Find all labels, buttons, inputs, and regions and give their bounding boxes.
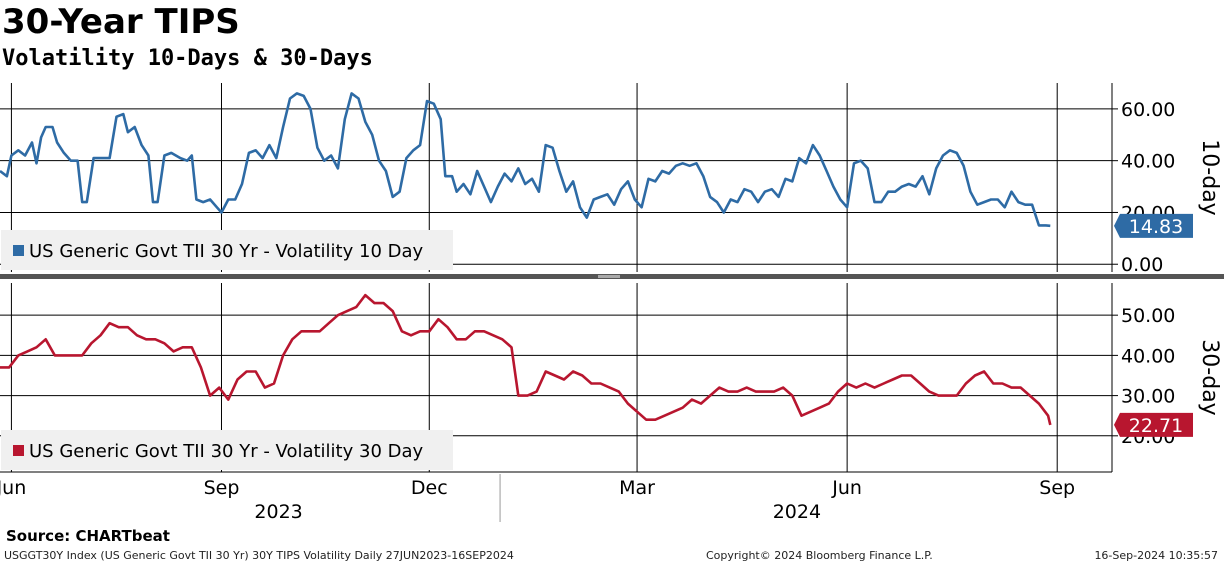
- series-line-10-day: [0, 92, 1051, 228]
- footer-info: USGGT30Y Index (US Generic Govt TII 30 Y…: [4, 549, 514, 562]
- y-tick-label: 40.00: [1121, 345, 1175, 367]
- y-tick-label: 0.00: [1121, 254, 1163, 276]
- y-tick-label: 30.00: [1121, 386, 1175, 408]
- legend-box: [1, 430, 453, 470]
- last-value-label: 22.71: [1129, 415, 1183, 437]
- y-tick-label: 40.00: [1121, 151, 1175, 173]
- footer-copyright: Copyright© 2024 Bloomberg Finance L.P.: [706, 549, 933, 562]
- y-tick-label: 50.00: [1121, 305, 1175, 327]
- last-value-flag: [1114, 213, 1193, 238]
- x-month-label: Sep: [1039, 477, 1075, 499]
- x-month-label: Jun: [0, 477, 26, 499]
- y-tick-label: 60.00: [1121, 99, 1175, 121]
- x-month-label: Dec: [411, 477, 448, 499]
- x-month-label: Jun: [831, 477, 862, 499]
- y-axis-title: 10-day: [1197, 139, 1222, 215]
- x-month-label: Sep: [204, 477, 240, 499]
- last-value-flag: [1114, 412, 1193, 437]
- source-label: Source: CHARTbeat: [6, 527, 170, 545]
- legend-label: US Generic Govt TII 30 Yr - Volatility 3…: [29, 441, 424, 462]
- legend-box: [1, 230, 453, 270]
- chart-title: 30-Year TIPS: [2, 2, 240, 42]
- y-axis-title: 30-day: [1197, 339, 1222, 415]
- legend-label: US Generic Govt TII 30 Yr - Volatility 1…: [29, 241, 424, 262]
- x-year-label: 2023: [254, 501, 302, 523]
- chart-subtitle: Volatility 10-Days & 30-Days: [2, 46, 373, 71]
- legend-swatch: [13, 245, 24, 256]
- panel-divider-grip: [598, 275, 620, 278]
- x-month-label: Mar: [619, 477, 655, 499]
- x-year-label: 2024: [773, 501, 821, 523]
- series-line-30-day: [0, 293, 1052, 426]
- legend-swatch: [13, 445, 24, 456]
- last-value-label: 14.83: [1129, 216, 1183, 238]
- footer-timestamp: 16-Sep-2024 10:35:57: [1094, 549, 1218, 562]
